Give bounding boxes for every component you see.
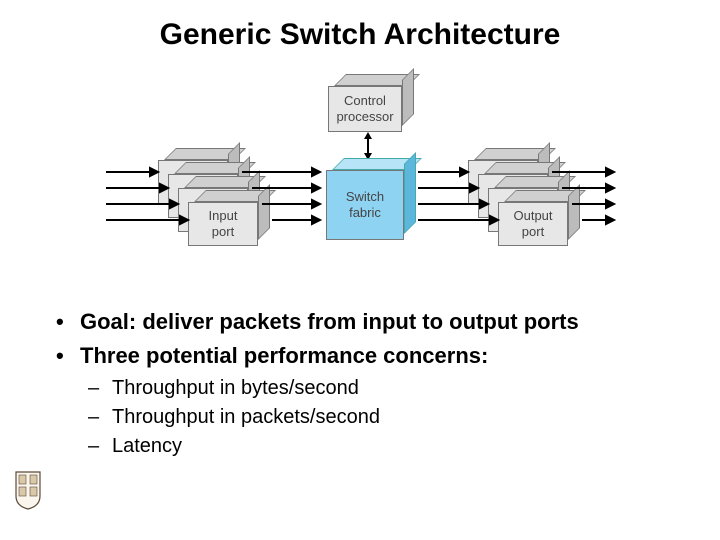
switch-fabric-box: Switch fabric <box>326 170 404 240</box>
bullet-goal: Goal: deliver packets from input to outp… <box>56 308 670 336</box>
arrows-fabric-output <box>418 160 504 252</box>
bullet-latency: Latency <box>56 433 670 459</box>
bullet-throughput-packets: Throughput in packets/second <box>56 404 670 430</box>
bullet-concerns: Three potential performance concerns: <box>56 342 670 370</box>
bullet-list: Goal: deliver packets from input to outp… <box>0 294 720 459</box>
architecture-diagram: Control processor Switch fabric Input po… <box>100 74 620 284</box>
crest-icon <box>14 470 42 510</box>
control-processor-box: Control processor <box>328 86 402 132</box>
arrows-input-fabric <box>242 160 328 252</box>
bullet-throughput-bytes: Throughput in bytes/second <box>56 375 670 401</box>
arrows-out-right <box>552 160 622 252</box>
arrows-in-left <box>104 160 196 252</box>
control-processor-label: Control processor <box>328 86 402 132</box>
arrow-control-fabric <box>358 132 378 160</box>
page-title: Generic Switch Architecture <box>0 0 720 52</box>
switch-fabric-label: Switch fabric <box>326 170 404 240</box>
